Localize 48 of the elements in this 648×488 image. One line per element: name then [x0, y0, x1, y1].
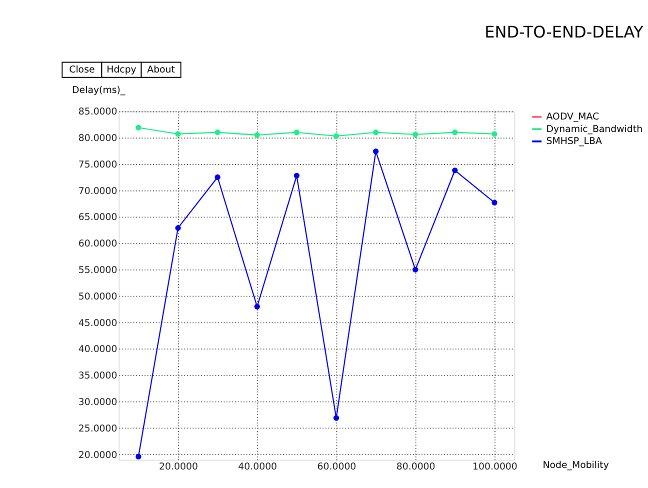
text: About [147, 64, 176, 76]
y-tick-label: 70.0000 [78, 186, 118, 197]
point [136, 454, 142, 460]
x-tick-label: 80.0000 [396, 462, 436, 473]
x-tick-label: 60.0000 [317, 462, 356, 473]
y-tick-label: 60.0000 [78, 238, 118, 250]
x-tick-label: 20.0000 [159, 462, 198, 473]
y-tick-label: 30.0000 [78, 396, 118, 408]
point [175, 225, 181, 231]
point [372, 148, 379, 154]
point [254, 304, 260, 310]
point [175, 131, 181, 137]
point [294, 130, 300, 136]
text: END-TO-END-DELAY [484, 22, 644, 42]
point [412, 266, 418, 272]
point [452, 130, 458, 136]
x-tick-label: 40.0000 [238, 462, 278, 473]
y-tick-label: 35.0000 [78, 370, 118, 382]
text: Hdcpy [106, 64, 137, 76]
y-tick-label: 25.0000 [78, 423, 118, 434]
legend-label: Dynamic_Bandwidth [546, 124, 643, 135]
y-tick-label: 75.0000 [78, 159, 118, 170]
point [254, 132, 260, 138]
point [214, 130, 220, 136]
y-tick-label: 45.0000 [78, 318, 118, 329]
y-tick-label: 55.0000 [78, 264, 118, 276]
point [412, 132, 418, 138]
legend-label: AODV_MAC [546, 112, 600, 123]
x-tick-label: 100.0000 [472, 462, 518, 473]
y-tick-label: 20.0000 [78, 450, 118, 461]
y-axis-title: Delay(ms)_ [72, 84, 126, 96]
point [214, 174, 220, 180]
point [136, 124, 142, 130]
point [333, 133, 340, 139]
y-tick-label: 80.0000 [78, 132, 118, 144]
point [372, 130, 379, 136]
y-tick-label: 65.0000 [78, 212, 118, 224]
point [492, 131, 498, 137]
legend-label: SMHSP_LBA [546, 136, 602, 148]
y-tick-label: 85.0000 [78, 106, 118, 118]
point [452, 168, 458, 174]
point [294, 172, 300, 178]
y-tick-label: 40.0000 [78, 344, 118, 356]
point [333, 415, 340, 421]
x-axis-title: Node_Mobility [542, 460, 610, 471]
text: Close [69, 64, 95, 76]
point [492, 200, 498, 206]
y-tick-label: 50.0000 [78, 291, 118, 302]
